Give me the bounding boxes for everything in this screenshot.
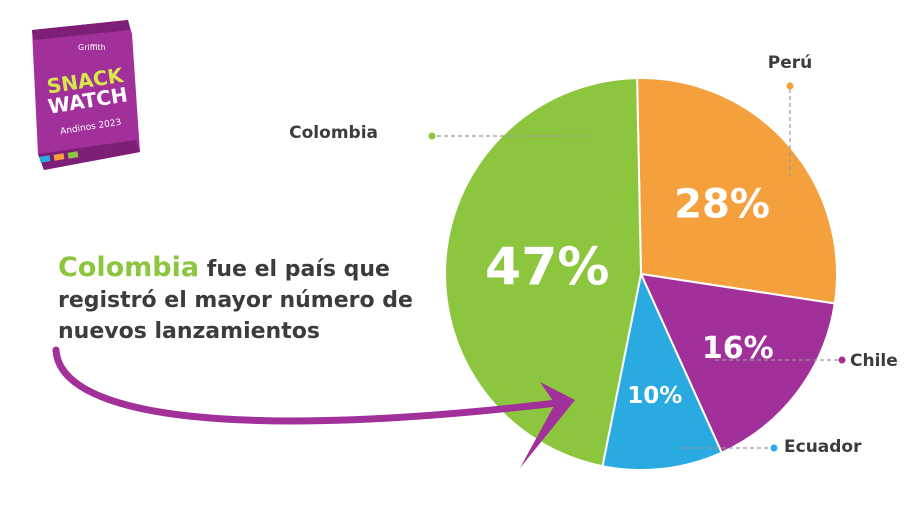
- snack-watch-logo: Griffith SNACK WATCH Andinos 2023: [28, 20, 140, 170]
- callout-dot: [770, 444, 778, 452]
- callout-dot: [786, 82, 794, 90]
- pie-slice-chile: [639, 272, 836, 454]
- pie-slice-per: [636, 77, 838, 305]
- arrow-icon: [52, 346, 575, 468]
- callout-dot: [838, 356, 846, 364]
- pie-callouts: Colombia Perú Chile Ecuador: [289, 53, 898, 457]
- headline-text: fue el país que registró el mayor número…: [58, 257, 413, 344]
- slice-label-colombia: Colombia: [289, 123, 378, 143]
- pie-percent-labels: 28% 16% 10% 47%: [485, 181, 774, 409]
- pie-percent-label: 28%: [674, 181, 770, 227]
- slice-label-chile: Chile: [850, 351, 898, 371]
- slice-label-ecuador: Ecuador: [784, 437, 862, 457]
- pie-slices: [444, 77, 838, 471]
- pie-percent-label: 10%: [627, 383, 682, 409]
- pie-slice-colombia: [444, 77, 643, 468]
- pie-slice-ecuador: [601, 270, 724, 471]
- callout-dot: [428, 132, 436, 140]
- headline: Colombia fue el país que registró el may…: [58, 252, 438, 347]
- logo-brand: Griffith: [78, 43, 106, 52]
- headline-highlight: Colombia: [58, 252, 200, 283]
- pie-percent-label: 16%: [702, 331, 774, 366]
- slice-label-per: Perú: [768, 53, 812, 73]
- pie-percent-label: 47%: [485, 237, 609, 297]
